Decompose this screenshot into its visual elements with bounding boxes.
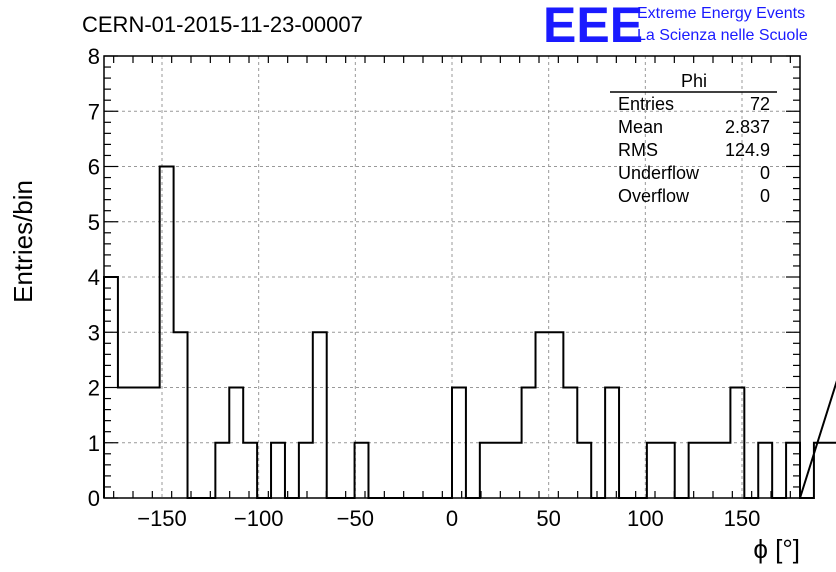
y-tick-label: 4 xyxy=(88,265,100,290)
stats-row-label: Mean xyxy=(618,117,663,137)
stats-title: Phi xyxy=(681,71,707,91)
y-tick-label: 8 xyxy=(88,44,100,69)
y-axis-title: Entries/bin xyxy=(8,180,38,303)
chart-title: CERN-01-2015-11-23-00007 xyxy=(82,12,363,37)
y-tick-labels: 0 1 2 3 4 5 6 7 8 xyxy=(88,44,100,511)
y-tick-label: 1 xyxy=(88,431,100,456)
x-tick-labels: −150 −100 −50 0 50 100 150 xyxy=(137,506,760,531)
stats-row-value: 2.837 xyxy=(725,117,770,137)
axis-ticks xyxy=(104,55,800,499)
y-tick-label: 7 xyxy=(88,99,100,124)
stats-row-label: Overflow xyxy=(618,186,690,206)
stats-row-value: 124.9 xyxy=(725,140,770,160)
x-tick-label: −150 xyxy=(137,506,187,531)
eee-logo: EEE Extreme Energy Events La Scienza nel… xyxy=(543,0,808,53)
x-tick-label: 50 xyxy=(536,506,560,531)
stats-row-value: 0 xyxy=(760,186,770,206)
logo-line-1: Extreme Energy Events xyxy=(637,5,805,22)
x-axis-title: ϕ [°] xyxy=(753,534,800,564)
stats-row-label: Underflow xyxy=(618,163,700,183)
stats-row-label: Entries xyxy=(618,94,674,114)
plot-frame xyxy=(103,55,801,499)
x-tick-label: 0 xyxy=(446,506,458,531)
logo-line-2: La Scienza nelle Scuole xyxy=(637,27,808,44)
y-tick-label: 5 xyxy=(88,210,100,235)
y-tick-label: 0 xyxy=(88,486,100,511)
stats-box: Phi Entries 72 Mean 2.837 RMS 124.9 Underflow 0… xyxy=(610,71,777,206)
stats-row-value: 72 xyxy=(750,94,770,114)
x-tick-label: −50 xyxy=(337,506,374,531)
x-tick-label: 100 xyxy=(627,506,664,531)
x-tick-label: 150 xyxy=(724,506,761,531)
x-tick-label: −100 xyxy=(234,506,284,531)
stats-row-value: 0 xyxy=(760,163,770,183)
y-tick-label: 6 xyxy=(88,155,100,180)
y-tick-label: 2 xyxy=(88,376,100,401)
y-tick-label: 3 xyxy=(88,320,100,345)
logo-mark: EEE xyxy=(543,0,643,53)
stats-row-label: RMS xyxy=(618,140,658,160)
